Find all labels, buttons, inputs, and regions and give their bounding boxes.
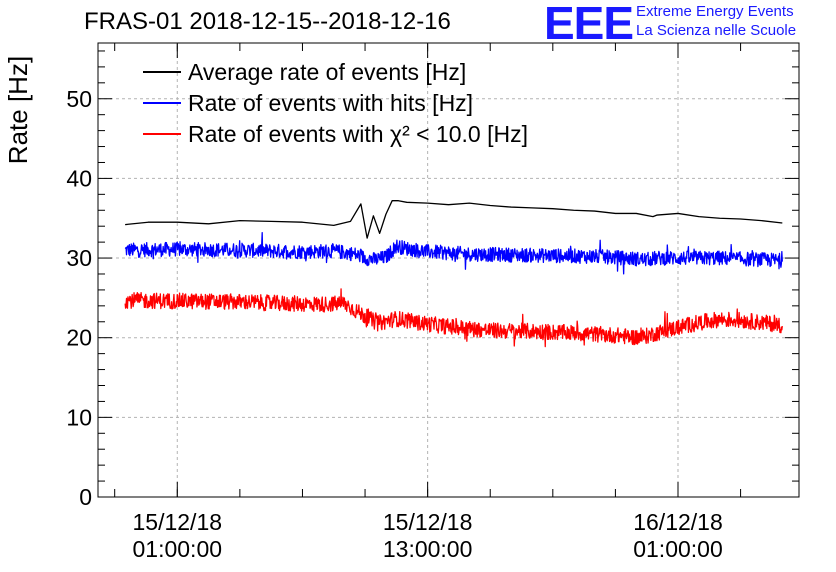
y-tick-label: 30 [66,245,92,271]
series-line-chi2 [124,288,783,348]
chart-title: FRAS-01 2018-12-15--2018-12-16 [84,8,451,35]
x-tick-time-label: 01:00:00 [633,536,723,562]
y-tick-label: 50 [66,86,92,112]
plot-frame [97,42,800,498]
y-axis-label: Rate [Hz] [3,56,33,164]
legend-label-hits: Rate of events with hits [Hz] [188,90,473,116]
logo-caption: Extreme Energy Events La Scienza nelle S… [636,2,796,40]
legend-label-chi2: Rate of events with χ² < 10.0 [Hz] [188,121,528,147]
eee-logo: EEE [544,0,634,49]
y-tick-label: 0 [79,484,92,510]
y-tick-label: 10 [66,404,92,430]
logo-caption-line1: Extreme Energy Events [636,3,794,20]
x-tick-time-label: 01:00:00 [133,536,223,562]
y-tick-label: 20 [66,325,92,351]
x-tick-date-label: 15/12/18 [383,509,473,535]
series-line-hits [124,232,783,275]
legend-label-average: Average rate of events [Hz] [188,59,466,85]
y-tick-label: 40 [66,165,92,191]
logo-caption-line2: La Scienza nelle Scuole [636,22,797,39]
x-tick-date-label: 15/12/18 [133,509,223,535]
x-tick-time-label: 13:00:00 [383,536,473,562]
series-line-average [125,200,783,239]
x-tick-date-label: 16/12/18 [633,509,723,535]
